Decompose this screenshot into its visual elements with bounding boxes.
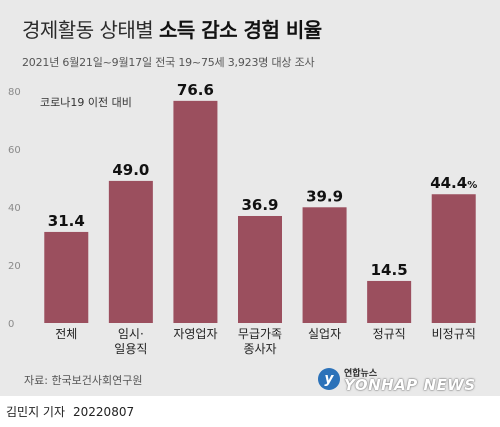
- x-tick-label-line: 일용직: [114, 342, 147, 356]
- x-tick-label-line: 비정규직: [432, 327, 476, 341]
- x-tick-label-line: 종사자: [243, 342, 276, 356]
- bar: [431, 194, 476, 323]
- x-tick-label-line: 전체: [55, 327, 77, 341]
- source-note: 자료: 한국보건사회연구원: [24, 374, 143, 387]
- data-label: 14.5: [371, 261, 408, 279]
- yonhap-logo: y 연합뉴스 YONHAP NEWS: [318, 366, 488, 394]
- x-tick-label: 비정규직: [432, 327, 476, 341]
- publish-date: 20220807: [73, 405, 135, 419]
- x-tick-label: 임시· 일용직: [114, 327, 147, 356]
- x-tick-label: 무급가족 종사자: [238, 327, 282, 356]
- x-tick-label-line: 자영업자: [173, 327, 217, 341]
- y-tick-label: 80: [8, 87, 21, 98]
- bar: [108, 180, 153, 323]
- y-tick-label: 20: [8, 261, 21, 272]
- data-label: 76.6: [177, 81, 214, 99]
- unit-label: %: [467, 180, 477, 191]
- x-tick-label-line: 무급가족: [238, 327, 282, 341]
- title-plain: 경제활동 상태별: [22, 18, 154, 42]
- x-tick-label: 자영업자: [173, 327, 217, 341]
- logo-big-text: YONHAP NEWS: [344, 376, 476, 394]
- infographic-card: 경제활동 상태별 소득 감소 경험 비율 2021년 6월21일~9월17일 전…: [0, 0, 500, 396]
- bar-chart: 0 20 40 60 80 코로나19 이전 대비 31.4 전체 49.0 임시· 일용직 76.6…: [8, 81, 477, 356]
- x-tick-label: 정규직: [373, 327, 406, 341]
- data-label: 39.9: [306, 187, 343, 205]
- bar: [44, 231, 89, 323]
- y-tick-label: 0: [8, 319, 14, 330]
- yonhap-logo-icon: y: [318, 368, 340, 390]
- bar: [302, 207, 347, 323]
- title-bold: 소득 감소 경험 비율: [159, 18, 322, 42]
- x-tick-label: 실업자: [308, 327, 341, 341]
- data-label: 44.4%: [430, 174, 477, 192]
- bar: [238, 215, 282, 323]
- chart-annotation: 코로나19 이전 대비: [40, 96, 132, 109]
- x-tick-label: 전체: [55, 327, 77, 341]
- bar: [173, 100, 218, 323]
- data-label: 31.4: [48, 212, 85, 230]
- data-label: 49.0: [112, 161, 149, 179]
- y-tick-label: 40: [8, 203, 21, 214]
- bar: [367, 280, 412, 323]
- byline: 김민지 기자 20220807: [6, 403, 134, 420]
- y-tick-label: 60: [8, 145, 21, 156]
- data-label: 36.9: [241, 196, 278, 214]
- logo-small-text: 연합뉴스: [344, 369, 378, 379]
- page-title: 경제활동 상태별 소득 감소 경험 비율: [22, 14, 322, 43]
- x-tick-label-line: 정규직: [373, 327, 406, 341]
- subtitle: 2021년 6월21일~9월17일 전국 19~75세 3,923명 대상 조사: [22, 56, 315, 69]
- author-name: 김민지 기자: [6, 405, 66, 419]
- x-tick-label-line: 실업자: [308, 327, 341, 341]
- x-tick-label-line: 임시·: [118, 327, 144, 341]
